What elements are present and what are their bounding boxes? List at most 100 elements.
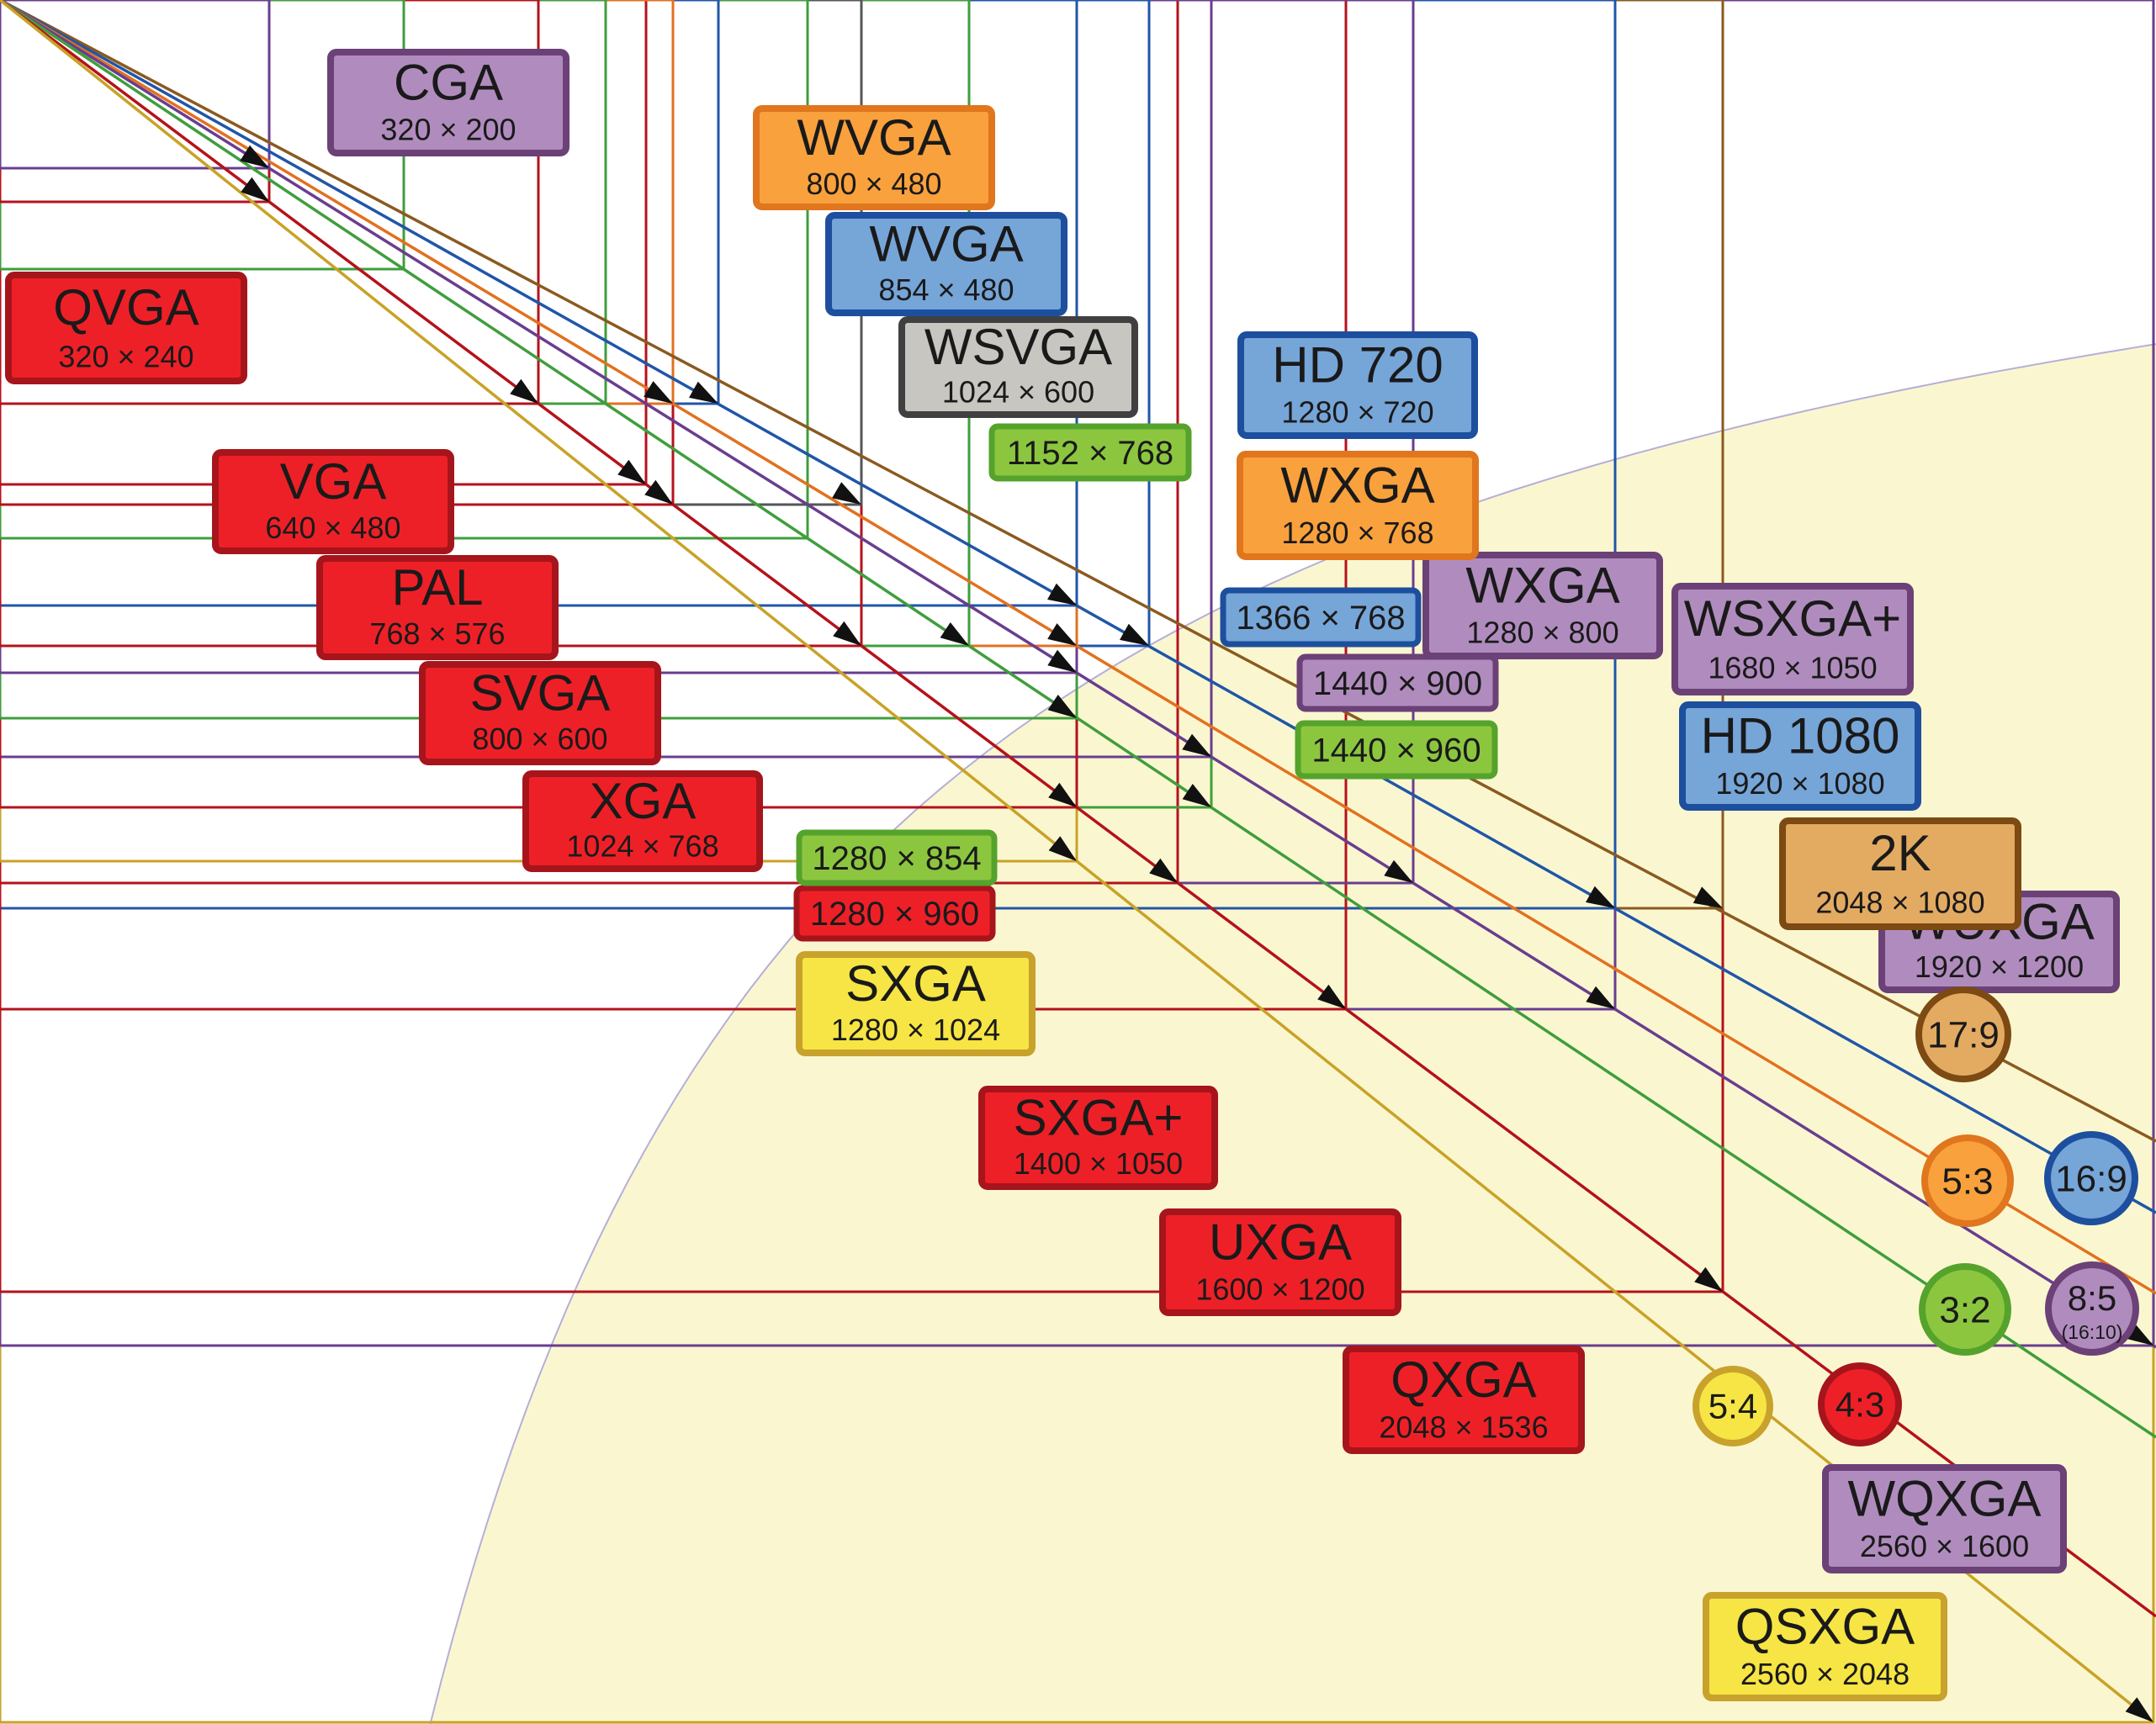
resolution-dims: 1680 × 1050 [1708, 651, 1877, 685]
resolution-name: WSXGA+ [1684, 590, 1901, 647]
resolution-box-QVGA [5, 272, 247, 384]
resolution-dims: 1280 × 768 [1281, 516, 1433, 550]
ratio-badge-label: 17:9 [1927, 1014, 2000, 1055]
resolution-box-SXGA+ [978, 1086, 1218, 1190]
resolution-dims: 1152 × 768 [1007, 435, 1173, 472]
resolution-box-CGA [327, 49, 569, 156]
resolution-name: SVGA [470, 665, 611, 722]
resolution-name: UXGA [1209, 1214, 1352, 1270]
resolution-box-WQXGA [1822, 1464, 2067, 1573]
resolution-dims: 2048 × 1536 [1379, 1409, 1548, 1444]
resolution-dims: 2048 × 1080 [1815, 886, 1984, 920]
corner-arrow-800x600 [644, 479, 673, 505]
corner-arrow-2048x1080 [1692, 886, 1723, 908]
resolution-dims: 1400 × 1050 [1014, 1146, 1183, 1181]
resolution-dims: 800 × 480 [806, 167, 941, 201]
ratio-badge-8-5 [2045, 1261, 2139, 1356]
corner-arrow-854x480 [689, 381, 718, 404]
resolution-name: QXGA [1391, 1351, 1536, 1408]
resolution-dims: 1600 × 1200 [1195, 1272, 1364, 1306]
corner-arrow-800x480 [644, 381, 673, 404]
corner-arrow-320x240 [241, 177, 269, 202]
ratio-badge-16-9 [2044, 1131, 2138, 1225]
corner-arrow-640x480 [510, 378, 538, 404]
aspect-line-4-3 [0, 0, 2156, 1618]
resolution-dims: 1024 × 600 [942, 374, 1094, 409]
resolution-rect-640x480 [0, 0, 540, 405]
corner-arrow-1280x854 [1047, 695, 1077, 718]
aspect-line-16-9 [0, 0, 2156, 1214]
resolution-box-1440×900 [1296, 653, 1499, 712]
ratio-badge-3-2 [1919, 1263, 2011, 1356]
resolution-rect-320x200 [0, 0, 271, 170]
corner-arrow-1280x960 [1048, 782, 1077, 807]
resolution-box-WSXGA+ [1671, 583, 1914, 695]
resolution-dims: 1024 × 768 [566, 828, 718, 863]
resolution-dims: 320 × 240 [58, 340, 193, 374]
resolution-box-HD-1080 [1679, 701, 1921, 811]
resolution-box-XGA [522, 770, 763, 872]
resolution-dims: 1440 × 960 [1311, 732, 1481, 769]
resolution-box-1280×854 [796, 829, 998, 886]
corner-arrow-1280x1024 [1048, 836, 1077, 861]
resolution-name: QVGA [53, 279, 199, 336]
resolution-dims: 1280 × 800 [1466, 615, 1618, 649]
resolution-box-1280×960 [793, 885, 996, 942]
corner-arrow-1440x960 [1182, 784, 1211, 807]
resolution-dims: 1920 × 1200 [1915, 949, 2084, 984]
resolution-box-WXGA [1237, 451, 1479, 560]
resolution-box-WVGA [753, 105, 995, 210]
resolution-dims: 1920 × 1080 [1715, 766, 1884, 801]
ratio-badge-label: 5:4 [1708, 1387, 1757, 1426]
ratio-badge-5-4 [1692, 1366, 1773, 1446]
resolution-box-WSVGA [898, 316, 1138, 418]
corner-arrow-1440x900 [1182, 733, 1211, 757]
corner-arrow-1400x1050 [1149, 858, 1178, 883]
corner-arrow-1280x720 [1047, 583, 1077, 606]
resolution-box-QXGA [1343, 1346, 1585, 1454]
resolution-name: WXGA [1280, 457, 1434, 513]
resolution-rect-2560x1600 [0, 0, 2155, 1347]
aspect-line-5-3 [0, 0, 2156, 1295]
resolution-dims: 768 × 576 [369, 616, 505, 651]
resolution-name: VGA [280, 453, 387, 510]
resolution-box-1440×960 [1295, 720, 1498, 780]
corner-arrow-1680x1050 [1384, 859, 1413, 883]
resolution-box-2K [1779, 817, 2021, 930]
corner-arrow-320x200 [240, 145, 269, 168]
resolution-name: QSXGA [1735, 1598, 1915, 1654]
resolution-dims: 1280 × 960 [810, 896, 979, 933]
resolution-dims: 1280 × 1024 [831, 1013, 1000, 1047]
resolution-name: PAL [392, 559, 484, 616]
aspect-line-17-9 [0, 0, 2156, 1143]
resolution-box-SVGA [419, 661, 661, 765]
corner-arrow-1024x768 [833, 621, 861, 646]
corner-arrow-1280x768 [1047, 623, 1077, 646]
ratio-badge-sublabel: (16:10) [2062, 1321, 2123, 1343]
resolution-dims: 2560 × 2048 [1740, 1657, 1910, 1691]
resolution-box-PAL [316, 555, 559, 660]
ratio-badge-5-3 [1921, 1134, 2014, 1227]
corner-arrow-2560x2048 [2125, 1697, 2153, 1722]
resolution-name: XGA [590, 773, 697, 829]
resolution-name: SXGA [845, 955, 986, 1012]
corner-arrow-1920x1080 [1586, 886, 1615, 908]
resolution-name: WSVGA [924, 319, 1112, 375]
corner-arrow-1600x1200 [1317, 984, 1346, 1009]
corner-arrow-2048x1536 [1694, 1267, 1723, 1292]
corner-arrow-768x576 [617, 459, 646, 484]
ratio-badge-label: 8:5 [2068, 1278, 2116, 1318]
resolution-dims: 1280 × 720 [1281, 394, 1433, 429]
resolution-dims: 800 × 600 [472, 722, 607, 756]
resolution-box-VGA [212, 449, 454, 554]
resolution-box-QSXGA [1703, 1592, 1947, 1701]
ratio-badge-17-9 [1915, 986, 2011, 1082]
corner-arrow-1152x768 [940, 622, 969, 646]
ratio-badge-label: 4:3 [1836, 1385, 1884, 1425]
resolution-box-SXGA [796, 951, 1036, 1056]
ratio-badge-label: 16:9 [2055, 1158, 2127, 1199]
aspect-line-3-2 [0, 0, 2156, 1439]
resolution-box-WVGA [825, 212, 1067, 316]
